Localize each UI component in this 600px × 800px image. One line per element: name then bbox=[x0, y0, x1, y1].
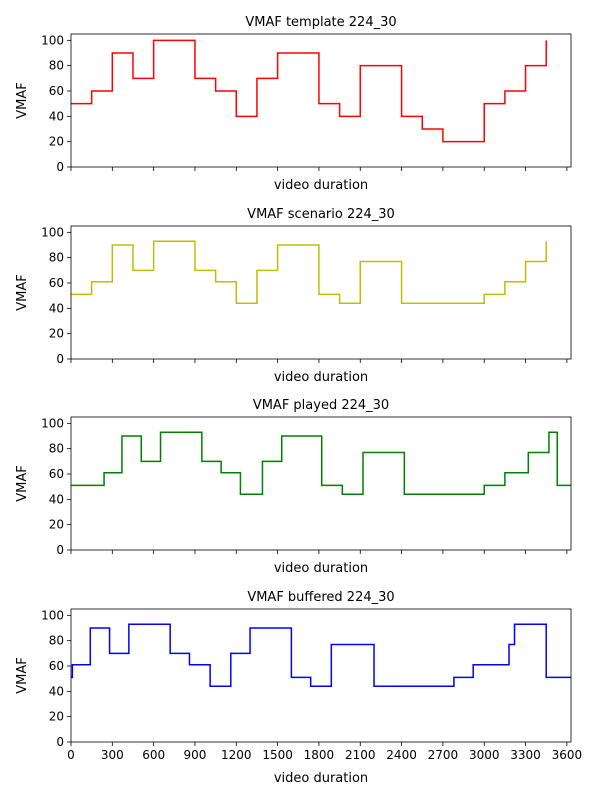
chart-title: VMAF template 224_30 bbox=[245, 15, 396, 30]
y-tick-label: 80 bbox=[49, 442, 64, 456]
x-tick-label: 0 bbox=[67, 748, 75, 762]
x-tick-label: 300 bbox=[101, 748, 124, 762]
x-tick-label: 3000 bbox=[469, 748, 500, 762]
axes-frame bbox=[70, 608, 572, 743]
y-tick-label: 60 bbox=[49, 659, 64, 673]
y-axis-label: VMAF bbox=[15, 82, 30, 118]
chart-title: VMAF scenario 224_30 bbox=[247, 207, 395, 222]
y-tick-label: 0 bbox=[56, 543, 64, 557]
y-tick-label: 80 bbox=[49, 251, 64, 265]
x-tick-label: 3300 bbox=[510, 748, 541, 762]
chart-title: VMAF played 224_30 bbox=[253, 398, 389, 413]
x-axis-label: video duration bbox=[274, 370, 368, 385]
x-tick-label: 1800 bbox=[304, 748, 335, 762]
series-line-2-0 bbox=[71, 431, 571, 496]
series-line-1-0 bbox=[71, 240, 547, 305]
y-tick-label: 100 bbox=[41, 608, 64, 622]
y-tick-label: 100 bbox=[41, 416, 64, 430]
y-tick-label: 0 bbox=[56, 735, 64, 749]
chart-title: VMAF buffered 224_30 bbox=[247, 590, 394, 605]
x-axis-label: video duration bbox=[274, 771, 368, 786]
y-tick-label: 80 bbox=[49, 59, 64, 73]
y-tick-label: 20 bbox=[49, 518, 64, 532]
x-tick-label: 2400 bbox=[386, 748, 417, 762]
x-tick-label: 1200 bbox=[221, 748, 252, 762]
x-tick-label: 2100 bbox=[345, 748, 376, 762]
y-axis-label: VMAF bbox=[15, 274, 30, 310]
x-axis-label: video duration bbox=[274, 561, 368, 576]
y-tick-label: 20 bbox=[49, 135, 64, 149]
y-tick-label: 20 bbox=[49, 327, 64, 341]
axes-frame bbox=[70, 416, 572, 551]
y-tick-label: 60 bbox=[49, 276, 64, 290]
y-axis-label: VMAF bbox=[15, 657, 30, 693]
y-tick-label: 40 bbox=[49, 684, 64, 698]
axes-frame bbox=[70, 225, 572, 360]
x-axis-label: video duration bbox=[274, 178, 368, 193]
y-tick-label: 20 bbox=[49, 710, 64, 724]
y-tick-label: 100 bbox=[41, 225, 64, 239]
series-line-0-0 bbox=[71, 39, 547, 143]
y-tick-label: 100 bbox=[41, 33, 64, 47]
y-tick-label: 0 bbox=[56, 352, 64, 366]
y-tick-label: 60 bbox=[49, 84, 64, 98]
x-tick-label: 1500 bbox=[262, 748, 293, 762]
y-axis-label: VMAF bbox=[15, 465, 30, 501]
y-tick-label: 40 bbox=[49, 492, 64, 506]
y-tick-label: 80 bbox=[49, 634, 64, 648]
subplot-3: 0 20 40 60 80 100 0 300 600 900 1200 1500 1800 2100 24… bbox=[15, 590, 582, 786]
axes-frame bbox=[70, 33, 572, 168]
y-tick-label: 40 bbox=[49, 109, 64, 123]
x-tick-label: 2700 bbox=[428, 748, 459, 762]
y-tick-label: 60 bbox=[49, 467, 64, 481]
x-tick-label: 3600 bbox=[552, 748, 583, 762]
y-tick-label: 0 bbox=[56, 160, 64, 174]
x-tick-label: 600 bbox=[142, 748, 165, 762]
y-tick-label: 40 bbox=[49, 301, 64, 315]
series-line-3-0 bbox=[71, 623, 571, 688]
x-tick-label: 900 bbox=[184, 748, 207, 762]
